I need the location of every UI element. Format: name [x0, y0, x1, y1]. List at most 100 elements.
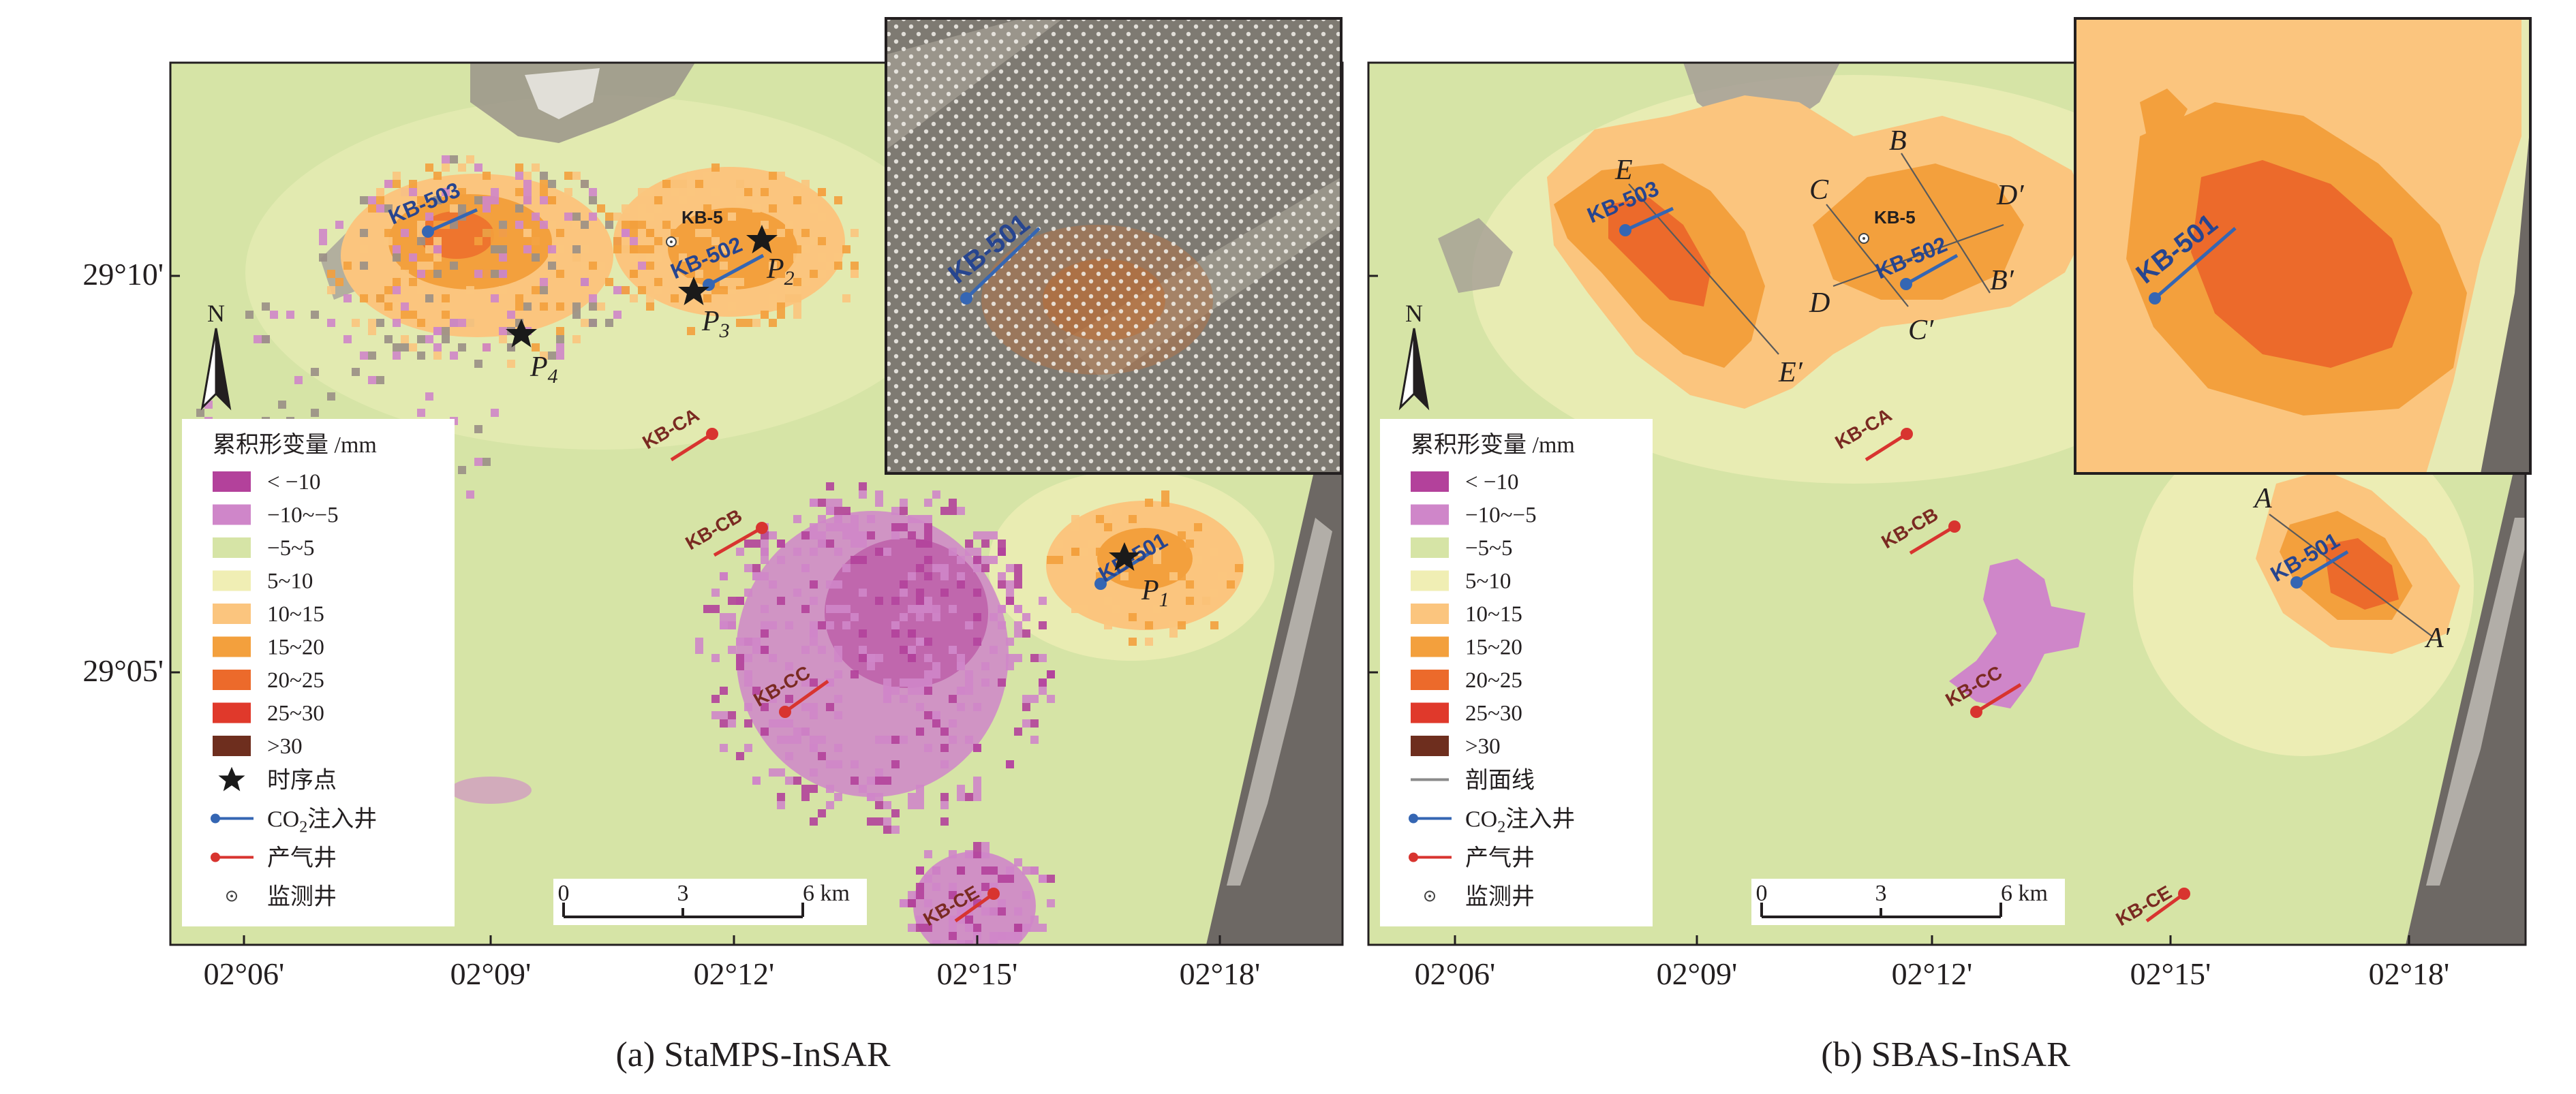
- panel-b-profile-label-c-prime: C′: [1908, 315, 1934, 346]
- legend-class-0: < −10: [1411, 470, 1518, 495]
- panel-a-legend-items: < −10 −10~−5 −5~5 5~10 10~15 15~20 20~25 25~30 >…: [211, 470, 377, 910]
- panel-a-point-label-p2: P2: [766, 253, 795, 290]
- legend-class-label: 10~15: [267, 602, 324, 627]
- panel-b-inset: KB-501: [2074, 17, 2532, 475]
- panel-a-scale-bar: 0 3 6 km: [553, 879, 867, 925]
- panel-b-production-well-kbcc: [1970, 683, 2022, 718]
- legend-class-4: 10~15: [1411, 602, 1522, 627]
- legend-class-label: 20~25: [267, 668, 324, 693]
- panel-b-profile-label-c: C: [1809, 174, 1829, 206]
- legend-class-1: −10~−5: [1411, 503, 1537, 528]
- legend-class-label: 25~30: [267, 702, 324, 726]
- panel-b-uplift-north-mid-502: [1813, 163, 2024, 300]
- panel-b-profile-label-a: A: [2252, 483, 2272, 514]
- panel-b-axis-ticks: [1368, 275, 2410, 945]
- legend-swatch: [213, 604, 251, 624]
- panel-b-injection-well-kb501: [2290, 550, 2349, 589]
- legend-class-label: 15~20: [267, 636, 324, 660]
- legend-class-3: 5~10: [1411, 569, 1511, 594]
- panel-b-profile-label-e-prime: E′: [1778, 357, 1803, 388]
- legend-class-4: 10~15: [213, 602, 324, 627]
- legend-class-7: 25~30: [213, 702, 324, 726]
- panel-b-north-arrow: N: [1398, 300, 1430, 411]
- panel-b-injection-well-kb503: [1619, 206, 1674, 236]
- legend-symbol-label: CO2注入井: [267, 807, 377, 837]
- monitor-well-icon: [226, 890, 237, 902]
- panel-b-label-kb5: KB-5: [1874, 207, 1916, 228]
- panel-b-mountain-strip-light: [2426, 518, 2526, 886]
- panel-a-map-frame: [169, 61, 1344, 946]
- legend-symbol-label: 监测井: [267, 884, 337, 910]
- panel-b-rock-outcrop-west: [1438, 218, 1513, 293]
- legend-class-label: −10~−5: [1465, 503, 1537, 528]
- svg-text:3: 3: [1875, 881, 1887, 906]
- legend-class-label: −5~5: [1465, 536, 1512, 561]
- panel-a-legend: 累积形变量 /mm < −10 −10~−5 −5~5 5~10 10~15 15~20 2…: [182, 419, 455, 926]
- panel-b-legend-title: 累积形变量 /mm: [1411, 432, 1575, 458]
- panel-a-axis-ticks: [170, 275, 1221, 945]
- legend-symbol-label: CO2注入井: [1465, 807, 1575, 837]
- panel-a-lon-label-2: 02°09': [450, 956, 532, 991]
- panel-a-north-arrow: N: [200, 300, 232, 411]
- legend-class-label: < −10: [267, 470, 320, 495]
- panel-b-profile-label-b-prime: B′: [1990, 265, 2014, 296]
- legend-class-label: 5~10: [267, 569, 313, 594]
- legend-swatch: [213, 537, 251, 558]
- legend-symbol-profile: 剖面线: [1411, 768, 1535, 794]
- panel-b-lon-label-1: 02°06': [1415, 956, 1496, 991]
- panel-b-subsidence-patch: [1949, 559, 2085, 708]
- panel-a-caption: (a) StaMPS-InSAR: [615, 1035, 890, 1074]
- legend-class-5: 15~20: [1411, 636, 1522, 660]
- panel-b-scale-bar: 0 3 6 km: [1751, 879, 2065, 925]
- panel-b-lon-label-2: 02°09': [1657, 956, 1738, 991]
- legend-class-1: −10~−5: [213, 503, 339, 528]
- legend-symbol-star: 时序点: [218, 766, 337, 794]
- legend-class-8: >30: [1411, 734, 1501, 759]
- legend-swatch: [213, 636, 251, 657]
- legend-class-7: 25~30: [1411, 702, 1522, 726]
- legend-symbol-label: 产气井: [1465, 845, 1535, 871]
- legend-class-label: 5~10: [1465, 569, 1511, 594]
- legend-swatch: [213, 702, 251, 723]
- panel-b-lon-label-3: 02°12': [1892, 956, 1973, 991]
- panel-a-lat-label-2: 29°05': [82, 653, 164, 688]
- legend-class-0: < −10: [213, 470, 320, 495]
- legend-symbol-label: 产气井: [267, 845, 337, 871]
- panel-b-profile-label-d-prime: D′: [1996, 180, 2024, 211]
- legend-swatch: [1411, 636, 1449, 657]
- panel-a-label-kb5: KB-5: [681, 207, 723, 228]
- legend-symbol-production: 产气井: [211, 845, 337, 871]
- panel-a: KB-503 KB-5 KB-502 KB-501 KB-CA KB-CB KB…: [82, 17, 1344, 1074]
- panel-a-injection-well-kb501: [1094, 550, 1153, 590]
- legend-swatch: [213, 570, 251, 591]
- legend-class-2: −5~5: [1411, 536, 1512, 561]
- production-well-icon: [211, 852, 254, 862]
- panel-b-legend: 累积形变量 /mm < −10 −10~−5 −5~5 5~10 10~15 15~20 2…: [1380, 419, 1653, 926]
- panel-a-mountain-strip-light: [1227, 518, 1332, 886]
- legend-symbol-injection: CO2注入井: [211, 807, 377, 837]
- panel-a-production-well-kbca: [670, 428, 718, 462]
- panel-a-lon-label-3: 02°12': [694, 956, 775, 991]
- panel-a-lat-label-1: 29°10': [82, 257, 164, 292]
- panel-a-lon-label-5: 02°18': [1180, 956, 1261, 991]
- legend-swatch: [1411, 504, 1449, 525]
- legend-swatch: [213, 504, 251, 525]
- legend-class-label: 25~30: [1465, 702, 1522, 726]
- panel-b-production-well-kbca: [1865, 428, 1913, 462]
- panel-a-point-label-p4: P4: [530, 351, 558, 388]
- legend-class-5: 15~20: [213, 636, 324, 660]
- panel-b-legend-items: < −10 −10~−5 −5~5 5~10 10~15 15~20 20~25 25~30 >…: [1409, 470, 1575, 910]
- legend-class-label: −10~−5: [267, 503, 339, 528]
- injection-well-icon: [211, 813, 254, 824]
- legend-swatch: [1411, 702, 1449, 723]
- legend-class-label: −5~5: [267, 536, 314, 561]
- legend-symbol-label: 时序点: [267, 768, 337, 794]
- panel-a-point-label-p1: P1: [1141, 575, 1169, 611]
- legend-swatch: [213, 736, 251, 756]
- svg-text:0: 0: [558, 881, 570, 906]
- svg-text:3: 3: [677, 881, 689, 906]
- panel-a-inset: KB-501: [885, 17, 1343, 475]
- legend-symbol-label: 监测井: [1465, 884, 1535, 910]
- panel-a-legend-title: 累积形变量 /mm: [213, 432, 377, 458]
